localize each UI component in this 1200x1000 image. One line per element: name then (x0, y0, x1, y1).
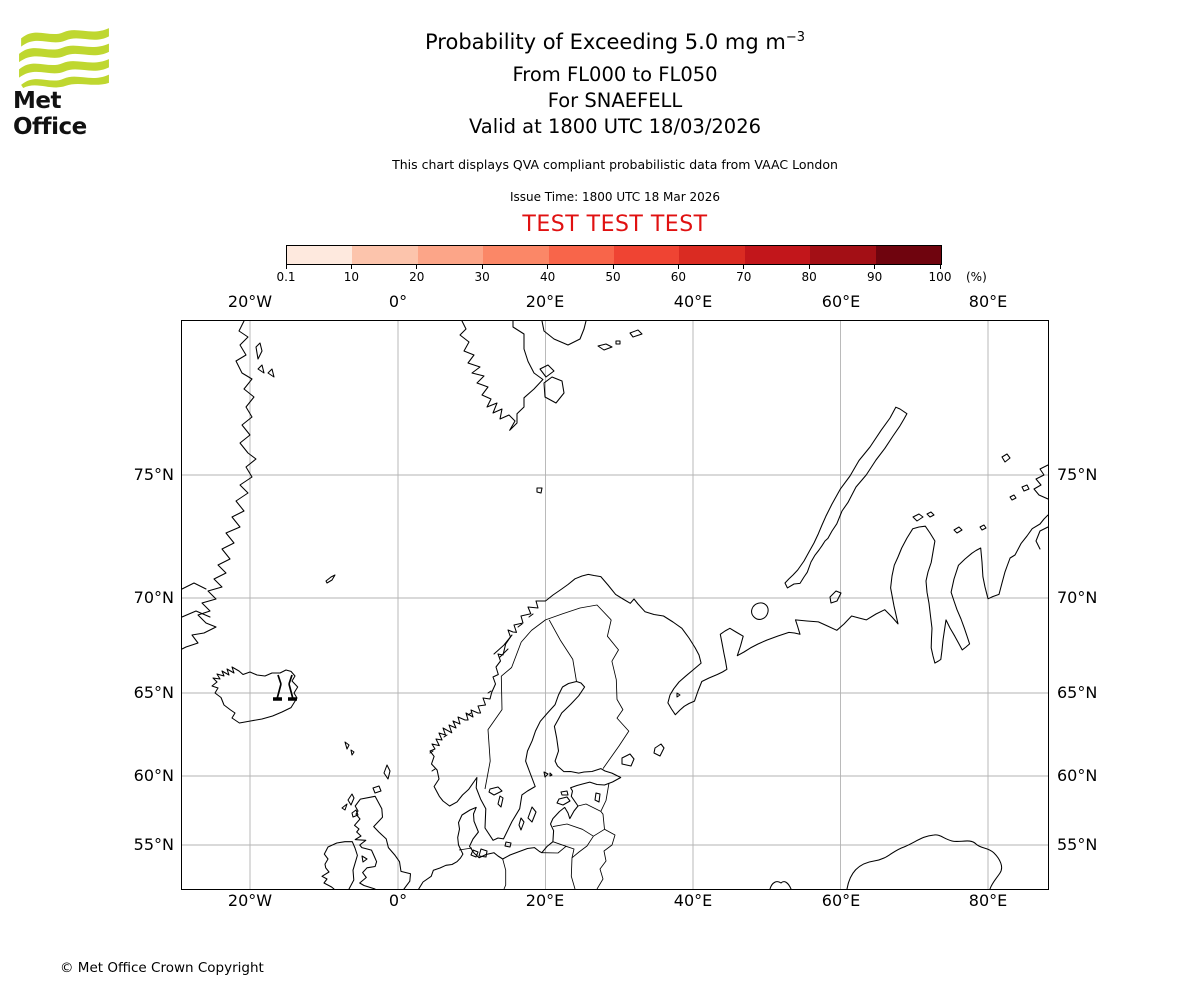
lon-label-bottom: 60°E (821, 891, 861, 910)
colorbar-tick (874, 265, 876, 269)
colorbar-tick-label: 30 (474, 270, 490, 284)
volcano-name-line: For SNAEFELL (547, 89, 683, 112)
met-office-wordmark: Met Office (13, 88, 87, 140)
colorbar-segment-10 (875, 246, 942, 264)
title-exponent: −3 (785, 30, 805, 45)
colorbar-segment-1 (287, 246, 353, 264)
colorbar-segment-8 (744, 246, 811, 264)
lon-label-top: 0° (388, 292, 408, 311)
colorbar-segment-3 (417, 246, 484, 264)
copyright-notice: © Met Office Crown Copyright (60, 960, 264, 976)
lon-label-bottom: 20°W (227, 891, 273, 910)
lat-label-left: 70°N (133, 588, 174, 607)
lat-label-right: 55°N (1057, 835, 1098, 854)
colorbar-tick (743, 265, 745, 269)
lon-label-top: 20°E (525, 292, 565, 311)
colorbar-segment-2 (352, 246, 418, 264)
colorbar-tick-label: 90 (866, 270, 883, 284)
colorbar-segment-9 (810, 246, 876, 264)
colorbar-tick (547, 265, 549, 269)
lat-label-left: 65°N (133, 683, 174, 702)
lat-label-left: 60°N (133, 766, 174, 785)
colorbar-tick (939, 265, 941, 269)
page-title: Probability of Exceeding 5.0 mg m−3 (182, 30, 1048, 54)
colorbar-tick-label: 20 (409, 270, 425, 284)
lon-label-top: 20°W (227, 292, 273, 311)
flight-level-range: From FL000 to FL050 (512, 63, 718, 86)
lat-label-right: 60°N (1057, 766, 1098, 785)
colorbar-tick-label: 50 (605, 270, 621, 284)
map-frame (181, 320, 1049, 890)
lon-label-bottom: 80°E (968, 891, 1008, 910)
lat-label-left: 55°N (133, 835, 174, 854)
map-canvas (181, 320, 1049, 890)
lon-label-bottom: 40°E (673, 891, 713, 910)
valid-time-line: Valid at 1800 UTC 18/03/2026 (468, 115, 762, 138)
country-borders (458, 604, 630, 890)
colorbar-tick-label: 60 (670, 270, 687, 284)
colorbar-tick (416, 265, 418, 269)
lat-label-left: 75°N (133, 465, 174, 484)
colorbar-tick (677, 265, 679, 269)
colorbar-tick-label: 10 (343, 270, 360, 284)
colorbar-unit-label: (%) (966, 270, 987, 284)
colorbar-tick (350, 265, 352, 269)
qva-disclaimer: This chart displays QVA compliant probab… (392, 157, 838, 172)
test-banner: TEST TEST TEST (522, 212, 708, 237)
lon-label-top: 80°E (968, 292, 1008, 311)
lon-label-bottom: 0° (388, 891, 408, 910)
lat-label-right: 75°N (1057, 465, 1098, 484)
volcano-marker-icon (273, 674, 297, 701)
lon-label-bottom: 20°E (525, 891, 565, 910)
lat-label-right: 70°N (1057, 588, 1098, 607)
colorbar-tick (481, 265, 483, 269)
met-office-logo-icon (19, 28, 109, 88)
colorbar-tick (808, 265, 810, 269)
colorbar-tick-label: 0.1 (276, 270, 296, 284)
colorbar-segment-4 (483, 246, 549, 264)
colorbar-tick (285, 265, 287, 269)
title-text: Probability of Exceeding 5.0 mg m (425, 30, 786, 54)
colorbar-tick (612, 265, 614, 269)
probability-colorbar (286, 245, 942, 265)
graticule-gridlines (182, 321, 1048, 889)
colorbar-segment-5 (548, 246, 615, 264)
colorbar-tick-label: 70 (736, 270, 752, 284)
issue-time: Issue Time: 1800 UTC 18 Mar 2026 (509, 190, 721, 204)
colorbar-segment-6 (614, 246, 680, 264)
lon-label-top: 40°E (673, 292, 713, 311)
lat-label-right: 65°N (1057, 683, 1098, 702)
colorbar-tick-label: 40 (539, 270, 556, 284)
colorbar-tick-label: 80 (801, 270, 817, 284)
colorbar-tick-label: 100 (928, 270, 952, 284)
colorbar-segment-7 (679, 246, 745, 264)
lon-label-top: 60°E (821, 292, 861, 311)
coastlines (181, 320, 1049, 890)
